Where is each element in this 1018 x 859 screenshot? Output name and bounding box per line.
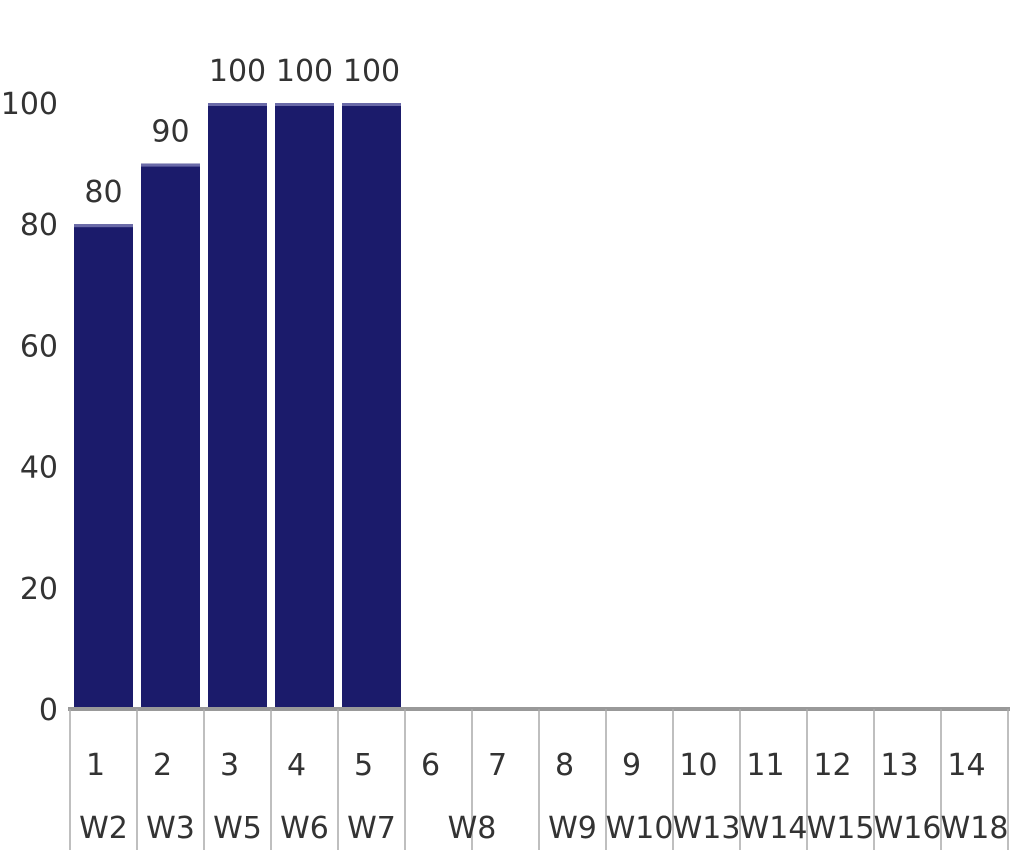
x-category-label-2: 2 [153, 748, 172, 783]
bar-top-highlight-2 [141, 163, 200, 167]
x-group-label-W8: W8 [448, 811, 497, 846]
x-group-label-W14: W14 [740, 811, 808, 846]
y-axis: 0 20 40 60 80 100 [1, 87, 58, 728]
bars-group [74, 103, 401, 710]
x-group-label-W3: W3 [146, 811, 195, 846]
x-category-label-6: 6 [421, 748, 440, 783]
data-label-5: 100 [343, 54, 400, 89]
x-category-label-13: 13 [880, 748, 918, 783]
x-category-label-4: 4 [287, 748, 306, 783]
x-category-label-5: 5 [354, 748, 373, 783]
x-category-label-1: 1 [86, 748, 105, 783]
x-category-label-10: 10 [679, 748, 717, 783]
x-category-label-12: 12 [813, 748, 851, 783]
x-group-label-W13: W13 [673, 811, 741, 846]
bar-3 [208, 103, 267, 709]
y-tick-label-60: 60 [20, 329, 58, 364]
bar-4 [275, 103, 334, 709]
x-category-label-7: 7 [488, 748, 507, 783]
bar-1 [74, 224, 133, 709]
y-tick-label-100: 100 [1, 87, 58, 122]
y-tick-label-20: 20 [20, 572, 58, 607]
x-group-label-W16: W16 [874, 811, 942, 846]
x-group-label-W6: W6 [280, 811, 329, 846]
x-group-label-W5: W5 [213, 811, 262, 846]
data-label-1: 80 [84, 175, 122, 210]
x-group-label-W9: W9 [548, 811, 597, 846]
bar-5 [342, 103, 401, 709]
x-category-label-11: 11 [746, 748, 784, 783]
bar-top-highlight-4 [275, 103, 334, 106]
x-category-label-14: 14 [947, 748, 985, 783]
x-category-label-8: 8 [555, 748, 574, 783]
bar-2 [141, 163, 200, 710]
x-group-label-W2: W2 [79, 811, 128, 846]
value-labels-group: 80 90 100 100 100 [84, 54, 400, 210]
x-category-label-9: 9 [622, 748, 641, 783]
x-group-label-W7: W7 [347, 811, 396, 846]
y-tick-label-40: 40 [20, 451, 58, 486]
y-tick-label-0: 0 [39, 693, 58, 728]
bar-top-highlight-1 [74, 224, 133, 228]
data-label-4: 100 [276, 54, 333, 89]
x-group-label-W15: W15 [807, 811, 875, 846]
data-label-2: 90 [151, 115, 189, 150]
x-group-label-W10: W10 [606, 811, 674, 846]
bar-top-highlight-5 [342, 103, 401, 106]
bar-top-highlight-3 [208, 103, 267, 106]
x-category-label-3: 3 [220, 748, 239, 783]
data-label-3: 100 [209, 54, 266, 89]
y-tick-label-80: 80 [20, 208, 58, 243]
x-group-label-W18: W18 [941, 811, 1009, 846]
